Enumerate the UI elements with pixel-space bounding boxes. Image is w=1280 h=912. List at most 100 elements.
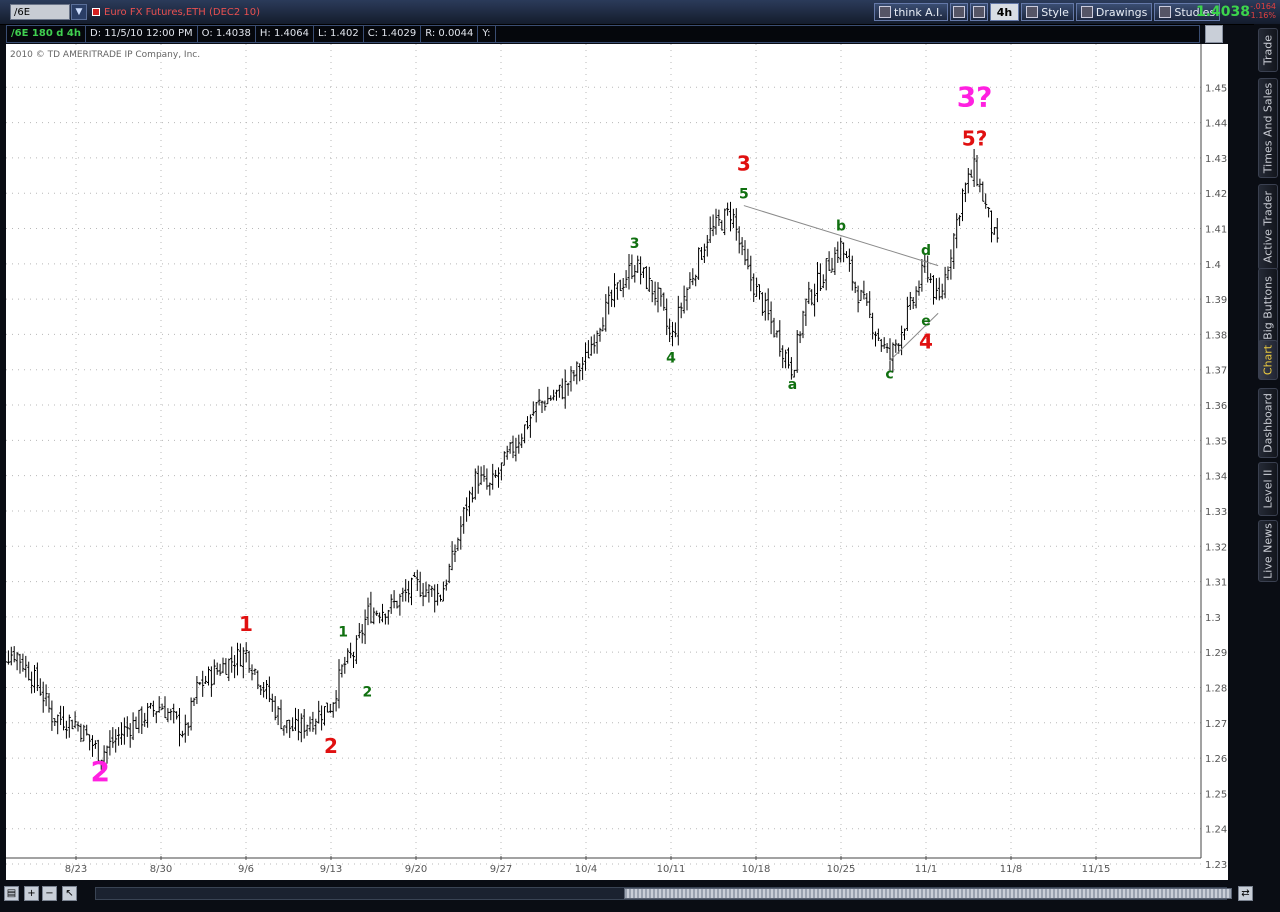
- studies-button[interactable]: Studies: [1154, 3, 1221, 21]
- ohlc-bar: [215, 662, 219, 675]
- ohlc-bar: [357, 622, 361, 639]
- symbol-lookup-button[interactable]: ▼: [71, 4, 87, 20]
- zoom-out-button[interactable]: −: [42, 886, 57, 901]
- chart-settings-icon[interactable]: [1205, 25, 1223, 43]
- ohlc-bar: [320, 705, 324, 731]
- crosshair-button[interactable]: [949, 3, 968, 21]
- price-change: -.0164 -1.16%: [1246, 2, 1276, 20]
- ohlc-bar: [151, 700, 155, 717]
- tab-active-trader[interactable]: Active Trader: [1258, 184, 1278, 270]
- style-button[interactable]: Style: [1021, 3, 1074, 21]
- ohlc-bar: [404, 579, 408, 602]
- ohlc-bar: [256, 670, 260, 690]
- tab-chart[interactable]: Chart: [1258, 340, 1278, 380]
- ohlc-bar: [143, 712, 147, 727]
- ohlc-bar: [253, 668, 257, 676]
- think-ai-button[interactable]: think A.I.: [874, 3, 948, 21]
- cursor-button[interactable]: ↖: [62, 886, 77, 901]
- chart-svg[interactable]: 1.45 1.44 1.43 1.42 1.41 1.4 1.39 1.38 1.37 1.36 1…: [6, 44, 1228, 880]
- wave-label: 4: [666, 351, 676, 367]
- ohlc-bar: [647, 266, 651, 292]
- ohlc-bar: [146, 702, 150, 728]
- ohlc-bar: [555, 389, 558, 401]
- ohlc-bar: [789, 357, 793, 380]
- ohlc-bar: [502, 451, 506, 466]
- y-tick-label: 1.26: [1205, 754, 1227, 765]
- ohlc-bar: [955, 213, 959, 249]
- ohlc-bar: [149, 702, 152, 709]
- ohlc-bar: [38, 678, 42, 696]
- expand-time-axis-button[interactable]: ⇄: [1238, 886, 1253, 901]
- x-axis-area: [6, 858, 1228, 880]
- ohlc-bar: [378, 612, 382, 624]
- ohlc-bar: [850, 255, 854, 291]
- ohlc-bar: [737, 226, 741, 254]
- ohlc-bar: [354, 635, 358, 665]
- price-chart[interactable]: 1.45 1.44 1.43 1.42 1.41 1.4 1.39 1.38 1.37 1.36 1…: [6, 44, 1228, 880]
- ohlc-bar: [383, 613, 387, 625]
- ohlc-bar: [740, 237, 744, 256]
- y-tick-label: 1.4: [1205, 260, 1221, 271]
- ohlc-bar: [598, 327, 602, 342]
- ohlc-bar: [937, 277, 941, 301]
- x-tick-label: 10/25: [827, 864, 856, 875]
- zoom-in-button[interactable]: +: [24, 886, 39, 901]
- symbol-input[interactable]: /6E: [10, 4, 70, 20]
- flag-icon[interactable]: [92, 8, 100, 16]
- ohlc-bar: [47, 692, 51, 713]
- y-tick-label: 1.41: [1205, 225, 1227, 236]
- ohlc-bar: [847, 248, 851, 272]
- ohlc-bar: [633, 265, 637, 283]
- timeframe-selector[interactable]: 4h: [989, 3, 1020, 21]
- ohlc-bar: [59, 705, 63, 726]
- ohlc-bar: [134, 716, 138, 729]
- ohlc-bar: [6, 643, 7, 674]
- ohlc-bar: [209, 666, 213, 697]
- ohlc-bar: [33, 665, 36, 693]
- ohlc-bar: [352, 651, 355, 669]
- tab-times-and-sales[interactable]: Times And Sales: [1258, 78, 1278, 178]
- ohlc-bar: [439, 594, 442, 602]
- chart-symbol-label[interactable]: /6E 180 d 4h: [7, 26, 86, 42]
- ohlc-bar: [656, 282, 660, 313]
- ohlc-bar: [456, 537, 460, 551]
- ohlc-bar: [543, 400, 547, 411]
- x-tick-label: 11/15: [1082, 864, 1111, 875]
- wave-label: 2: [324, 734, 338, 758]
- ohlc-bar: [694, 274, 698, 287]
- tab-dashboard[interactable]: Dashboard: [1258, 388, 1278, 458]
- ohlc-bar: [424, 581, 428, 598]
- ohlc-bar: [105, 745, 109, 764]
- ohlc-bar: [375, 610, 379, 616]
- ohlc-bar: [479, 466, 483, 485]
- ohlc-bar: [752, 273, 756, 302]
- ohlc-bar: [801, 310, 805, 339]
- ohlc-bar: [966, 167, 970, 194]
- ohlc-bar: [726, 202, 730, 216]
- settings-button[interactable]: [969, 3, 988, 21]
- tab-live-news[interactable]: Live News: [1258, 520, 1278, 582]
- nav-menu-button[interactable]: ▤: [4, 886, 19, 901]
- ohlc-bar: [412, 572, 416, 578]
- trendline: [743, 205, 939, 267]
- ohlc-bar: [903, 328, 906, 341]
- scrollbar-thumb[interactable]: [624, 888, 1232, 899]
- ohlc-bar: [108, 730, 112, 756]
- ohlc-bar: [247, 650, 251, 673]
- drawings-button[interactable]: Drawings: [1075, 3, 1153, 21]
- ohlc-bar: [9, 646, 13, 666]
- ohlc-bar: [882, 337, 886, 349]
- wave-label: 4: [919, 330, 933, 354]
- ohlc-bar: [920, 258, 924, 292]
- tab-big-buttons[interactable]: Big Buttons: [1258, 268, 1278, 348]
- ohlc-bar: [905, 296, 909, 331]
- ohlc-bar: [589, 336, 593, 356]
- ohlc-bar: [911, 297, 915, 309]
- ohlc-bar: [441, 581, 445, 602]
- tab-trade[interactable]: Trade: [1258, 28, 1278, 72]
- tab-level-ii[interactable]: Level II: [1258, 462, 1278, 516]
- ohlc-bar: [299, 713, 303, 743]
- ohlc-bar: [711, 214, 715, 237]
- ohlc-bar: [949, 249, 953, 280]
- y-tick-label: 1.42: [1205, 189, 1227, 200]
